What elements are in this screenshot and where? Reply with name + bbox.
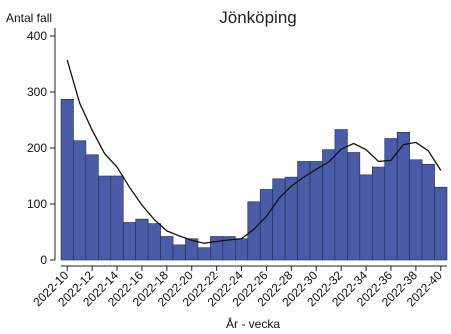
bar-2022-40 [434, 186, 448, 261]
x-axis-label: År - vecka [226, 316, 280, 331]
bar-2022-13 [98, 175, 112, 261]
bar-2022-38 [409, 159, 423, 261]
bar-2022-26 [259, 189, 273, 261]
bar-2022-12 [85, 154, 99, 261]
bar-2022-25 [247, 201, 261, 261]
bar-2022-15 [122, 222, 137, 261]
bar-2022-35 [371, 166, 386, 261]
bar-2022-36 [384, 138, 398, 261]
y-tick-label-300: 300 [27, 85, 47, 99]
bar-2022-10 [60, 98, 74, 261]
bar-2022-22 [210, 236, 224, 261]
y-tick-label-100: 100 [27, 197, 47, 211]
y-axis-label: Antal fall [6, 11, 52, 25]
bar-2022-17 [147, 223, 161, 261]
y-tick-label-0: 0 [40, 253, 47, 267]
bars [60, 98, 448, 261]
bar-2022-21 [197, 247, 211, 261]
bar-2022-14 [110, 175, 124, 261]
bar-2022-30 [309, 161, 323, 261]
trend-line [66, 59, 442, 244]
bar-2022-16 [135, 218, 149, 261]
chart-title: Jönköping [219, 8, 297, 27]
bar-2022-27 [272, 178, 286, 261]
bar-2022-18 [160, 236, 174, 261]
y-tick-label-200: 200 [27, 141, 47, 155]
bar-2022-29 [297, 161, 311, 261]
bar-2022-19 [172, 244, 186, 261]
bar-2022-24 [235, 238, 249, 261]
bar-2022-11 [73, 140, 87, 261]
bar-2022-34 [359, 174, 373, 261]
bar-2022-37 [396, 132, 410, 261]
bar-2022-33 [347, 152, 361, 261]
y-tick-label-400: 400 [27, 29, 47, 43]
bar-2022-39 [421, 163, 435, 261]
bar-2022-31 [322, 149, 336, 261]
